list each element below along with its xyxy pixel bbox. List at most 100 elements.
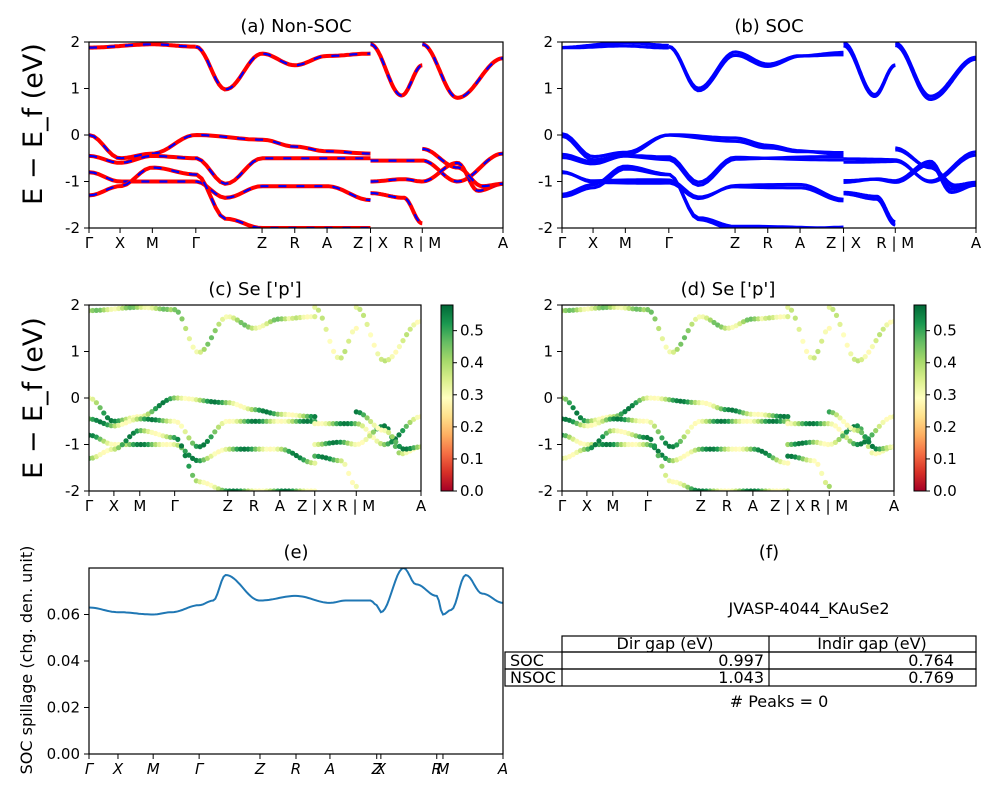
projection-point <box>134 441 140 448</box>
projection-point <box>182 429 188 435</box>
projection-point <box>869 344 876 350</box>
projection-point <box>615 305 621 310</box>
projection-point <box>241 418 247 424</box>
projection-point <box>400 338 406 344</box>
projection-point <box>659 463 665 469</box>
projection-point <box>153 406 159 412</box>
projection-point <box>341 421 347 427</box>
projection-point <box>353 483 359 489</box>
colorbar-tick-label: 0.0 <box>933 482 957 500</box>
projection-point <box>108 446 114 452</box>
panel-e-spillage-plot: 0.000.020.040.06Γ X M Γ Z R A ZX RM A <box>47 567 508 778</box>
projection-point <box>134 416 140 422</box>
projection-point <box>796 421 802 427</box>
band-line-nsoc <box>195 44 371 92</box>
projection-point <box>374 438 380 444</box>
projection-point <box>367 433 373 439</box>
projection-point <box>293 418 299 424</box>
projection-point <box>271 418 277 424</box>
projection-point <box>208 453 214 459</box>
projection-point <box>338 355 344 361</box>
projection-point <box>581 306 587 312</box>
projection-point <box>127 434 133 440</box>
projection-point <box>611 416 617 422</box>
x-tick-label: Γ <box>85 497 94 515</box>
projection-point <box>400 428 406 434</box>
projection-point <box>230 418 236 424</box>
x-tick-label: A <box>324 760 335 778</box>
projection-point <box>334 457 340 464</box>
table-cell-nsoc-indir: 0.769 <box>908 668 954 687</box>
projection-point <box>301 418 307 424</box>
projection-point <box>216 321 222 327</box>
projection-point <box>342 461 348 467</box>
projection-point <box>142 305 148 310</box>
panel-a-band-structure: -2 -1 0 1 2 Γ X M Γ Z R A Z | X R | M A <box>65 33 509 252</box>
colorbar-tick-label: 0.0 <box>460 482 484 500</box>
projection-point <box>688 399 695 405</box>
band-line-soc <box>668 44 844 90</box>
projection-point <box>629 403 635 409</box>
projection-point <box>245 418 251 424</box>
projection-point <box>707 317 713 323</box>
projection-point <box>688 424 695 430</box>
projection-point <box>256 446 262 452</box>
projection-point <box>353 325 359 331</box>
projection-point <box>164 418 170 424</box>
projection-point <box>633 441 639 448</box>
projection-point <box>785 314 791 320</box>
projection-point <box>149 441 155 448</box>
projection-point <box>227 418 233 424</box>
projection-point <box>596 305 602 311</box>
colorbar-d: 0.0 0.1 0.2 0.3 0.4 0.5 <box>913 304 957 500</box>
y-tick-label: 0.06 <box>47 606 80 624</box>
projection-point <box>278 411 285 417</box>
projection-point <box>275 411 281 417</box>
projection-point <box>363 426 369 432</box>
projection-point <box>364 321 370 327</box>
band-line-nsoc <box>89 132 371 161</box>
projection-point <box>249 406 255 413</box>
band-line-soc-overlay <box>195 45 371 91</box>
x-tick-label: X <box>582 497 592 515</box>
plot-area <box>562 42 976 228</box>
projection-point <box>223 446 229 452</box>
projection-point <box>785 414 791 420</box>
projection-point <box>249 325 255 331</box>
projection-point <box>755 411 761 417</box>
projection-point <box>733 446 739 452</box>
projection-point <box>577 415 584 421</box>
projection-point <box>844 342 850 348</box>
projection-point <box>186 463 192 469</box>
projection-point <box>822 329 829 335</box>
projection-point <box>648 419 654 425</box>
projection-point <box>722 406 728 413</box>
projection-point <box>238 418 244 424</box>
table-row-nsoc-box <box>504 668 977 687</box>
projection-point <box>748 411 754 417</box>
projection-point <box>337 421 343 427</box>
band-line-soc-overlay <box>89 171 371 202</box>
y-tick-label: -2 <box>65 219 80 237</box>
x-tick-label: Z <box>257 234 267 252</box>
projection-point <box>755 418 761 424</box>
material-name: JVASP-4044_KAuSe2 <box>727 599 889 619</box>
x-tick-label: A <box>889 497 900 515</box>
projection-point <box>323 421 329 427</box>
projection-point <box>220 316 226 322</box>
band-line-nsoc <box>89 165 371 228</box>
band-line-soc-overlay <box>422 147 503 188</box>
projection-point <box>160 306 167 312</box>
projection-point <box>312 421 318 427</box>
x-tick-label: A <box>795 234 806 252</box>
projection-point <box>811 355 817 361</box>
x-tick-label: M <box>436 760 449 778</box>
projection-point <box>651 423 658 429</box>
projection-point <box>810 421 817 427</box>
projection-point <box>418 414 421 420</box>
projection-point <box>781 413 787 420</box>
projection-point <box>363 436 369 443</box>
projection-point <box>301 413 307 419</box>
colorbar-tick-label: 0.4 <box>460 354 484 372</box>
projection-point <box>836 436 842 443</box>
